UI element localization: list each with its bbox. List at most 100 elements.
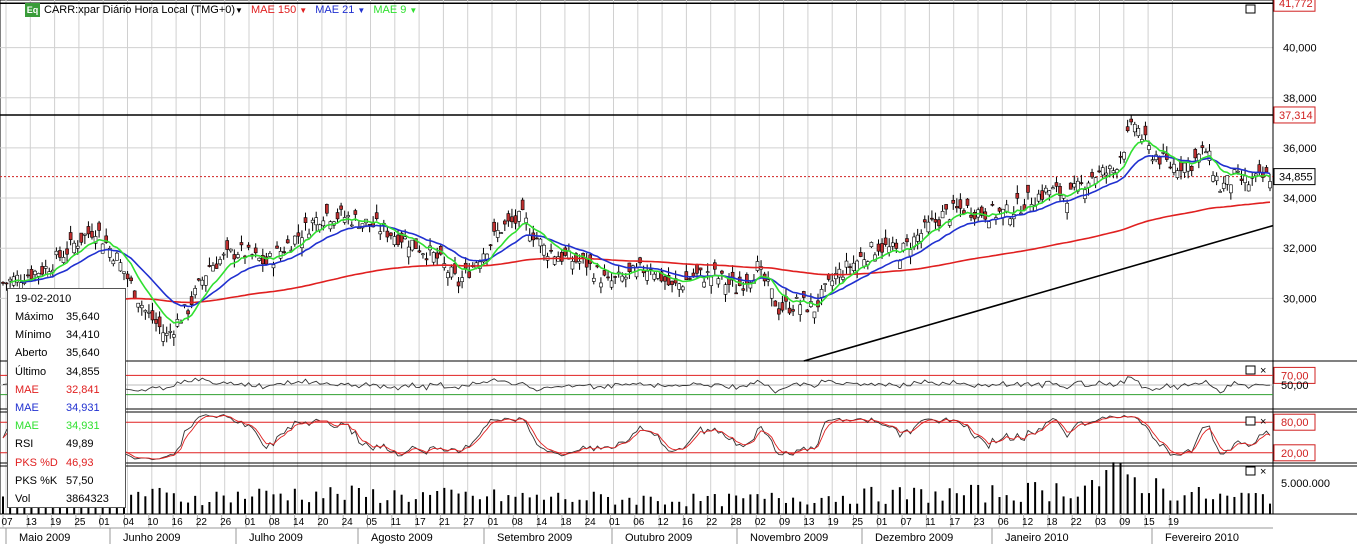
candle-body [1253, 173, 1258, 177]
info-value: 49,89 [66, 438, 94, 451]
info-label: MAE [15, 420, 39, 433]
candle-body [830, 280, 835, 287]
candle-body [93, 236, 98, 244]
date-tick-label: 08 [269, 517, 281, 528]
indicator-mae9[interactable]: MAE 9 ▼ [373, 4, 418, 16]
candle-body [495, 230, 500, 238]
date-tick-label: 16 [682, 517, 694, 528]
date-tick-label: 19 [828, 517, 840, 528]
date-tick-label: 13 [26, 517, 38, 528]
candle-body [1225, 175, 1230, 185]
candle-body [922, 219, 927, 223]
candle-body [1154, 154, 1158, 160]
candle-body [75, 245, 80, 249]
candle-body [43, 266, 48, 269]
candle-body [492, 221, 496, 232]
candle-body [880, 243, 884, 253]
date-tick-label: 01 [487, 517, 499, 528]
candle-body [670, 280, 674, 285]
candle-body [310, 219, 315, 224]
indicator-mae150[interactable]: MAE 150 ▼ [250, 4, 308, 16]
indicator-mae21[interactable]: MAE 21 ▼ [315, 4, 366, 16]
candle-body [193, 288, 197, 296]
candle-body [264, 256, 269, 265]
candle-body [940, 211, 945, 219]
candle-body [1136, 128, 1141, 137]
candle-body [26, 274, 30, 277]
candle-body [1068, 182, 1073, 190]
candle-body [446, 272, 450, 279]
date-tick-label: 28 [730, 517, 742, 528]
candle-body [737, 276, 742, 286]
candle-body [164, 332, 169, 336]
candle-body [1079, 182, 1084, 184]
candle-body [787, 307, 792, 314]
candle-body [748, 282, 753, 289]
date-tick-label: 01 [876, 517, 888, 528]
candle-body [261, 255, 265, 265]
candle-body [111, 260, 116, 265]
candle-body [602, 270, 607, 276]
candle-body [652, 273, 657, 280]
candle-body [613, 276, 617, 278]
eq-badge[interactable]: Eq [25, 3, 40, 17]
maximize-icon [1245, 365, 1256, 375]
candle-body [282, 251, 286, 253]
candle-body [677, 283, 682, 290]
candle-body [684, 271, 689, 281]
rsi-line [2, 376, 1271, 394]
info-value: 32,841 [66, 383, 100, 396]
candle-body [620, 275, 625, 282]
candle-body [712, 262, 717, 270]
date-tick-label: 17 [415, 517, 427, 528]
candle-body [431, 252, 436, 263]
candle-body [591, 277, 596, 282]
info-value: 34,410 [66, 329, 100, 342]
candle-body [559, 252, 564, 262]
date-tick-label: 24 [585, 517, 597, 528]
date-tick-label: 22 [196, 517, 208, 528]
candle-body [1029, 204, 1034, 212]
candle-body [456, 281, 461, 287]
candle-body [965, 198, 970, 206]
rsi-tick-label: 70,00 [1281, 370, 1309, 382]
candle-body [406, 246, 411, 258]
price-highlight-label: 37,314 [1279, 110, 1313, 122]
date-tick-label: 06 [998, 517, 1010, 528]
candle-body [104, 235, 109, 243]
price-tick-label: 38,000 [1283, 93, 1317, 105]
date-tick-label: 18 [1046, 517, 1058, 528]
candle-body [563, 247, 568, 256]
date-tick-label: 12 [658, 517, 670, 528]
date-tick-label: 25 [852, 517, 864, 528]
candle-body [780, 302, 785, 311]
candle-body [1214, 175, 1219, 182]
candle-body [40, 266, 44, 275]
symbol-label[interactable]: CARR:xpar Diário Hora Local (TMG+0)▼ [44, 4, 243, 16]
candle-body [389, 232, 393, 236]
candle-body [1104, 172, 1109, 176]
candle-body [969, 214, 973, 218]
date-tick-label: 09 [1119, 517, 1131, 528]
candle-body [285, 239, 290, 244]
candle-body [695, 264, 699, 274]
candle-body [293, 235, 297, 245]
symbol-dropdown-icon[interactable]: ▼ [235, 6, 243, 15]
info-label: Máximo [15, 311, 54, 323]
candle-body [417, 250, 422, 253]
date-tick-label: 01 [609, 517, 621, 528]
maximize-icon [1245, 416, 1256, 426]
price-tick-label: 34,000 [1283, 193, 1317, 205]
month-label: Maio 2009 [19, 532, 70, 544]
candle-body [730, 271, 735, 281]
candle-body [232, 254, 237, 260]
candle-body [716, 278, 721, 285]
info-label: MAE [15, 402, 39, 414]
candle-body [990, 203, 995, 206]
candle-body [702, 281, 706, 288]
candle-body [414, 238, 418, 249]
candle-body [698, 267, 703, 271]
candle-body [1047, 190, 1052, 196]
info-value: 57,50 [66, 474, 94, 487]
